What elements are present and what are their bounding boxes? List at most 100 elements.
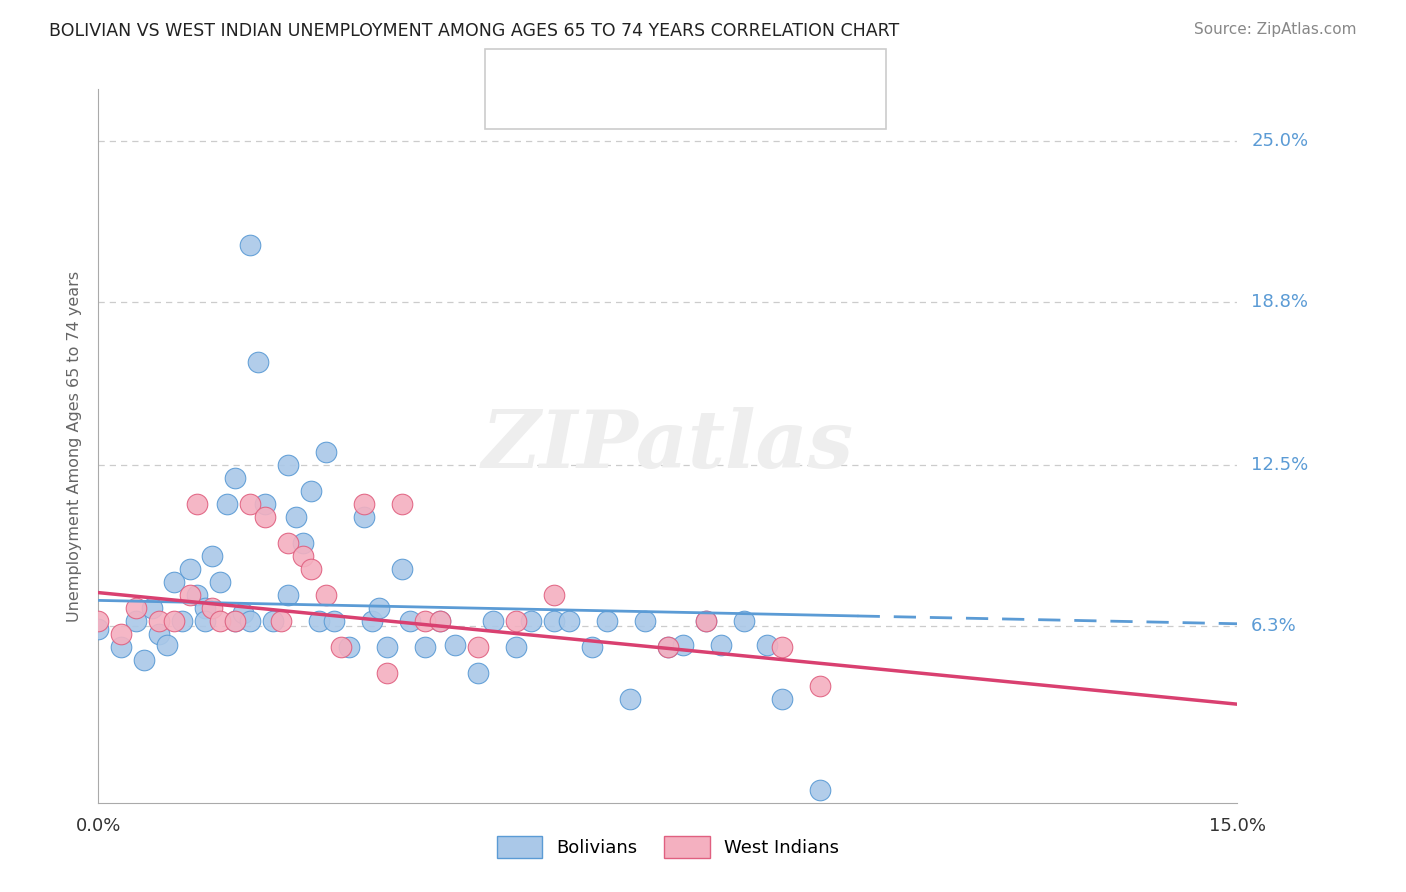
Point [254,497,277,511]
Point [467,640,489,654]
Point [444,638,467,652]
Point [368,601,391,615]
Point [391,562,413,576]
Text: 12.5%: 12.5% [1251,457,1309,475]
Point [87,622,110,636]
Point [224,614,246,628]
Point [413,640,436,654]
Point [596,614,619,628]
Point [634,614,657,628]
Legend: Bolivians, West Indians: Bolivians, West Indians [489,829,846,865]
Point [186,588,208,602]
Point [520,614,543,628]
Point [292,549,315,564]
Text: N =: N = [624,97,672,115]
Point [292,536,315,550]
Point [194,614,217,628]
Point [299,562,322,576]
Text: 25.0%: 25.0% [1251,132,1309,150]
Point [239,238,262,252]
Point [110,640,132,654]
Text: -0.067: -0.067 [567,63,620,81]
Point [543,614,565,628]
Point [270,614,292,628]
Point [87,614,110,628]
Point [148,614,170,628]
Point [619,692,641,706]
Point [170,614,193,628]
Text: BOLIVIAN VS WEST INDIAN UNEMPLOYMENT AMONG AGES 65 TO 74 YEARS CORRELATION CHART: BOLIVIAN VS WEST INDIAN UNEMPLOYMENT AMO… [49,22,900,40]
Point [808,782,831,797]
Point [315,445,337,459]
Point [277,588,299,602]
Point [186,497,208,511]
Point [770,692,793,706]
Point [315,588,337,602]
Point [208,614,231,628]
Point [201,601,224,615]
Point [353,497,375,511]
Point [163,614,186,628]
Point [808,679,831,693]
Point [543,588,565,602]
Point [467,666,489,681]
Point [246,354,269,368]
Text: N =: N = [624,63,672,81]
Point [360,614,382,628]
Point [208,575,231,590]
Point [353,510,375,524]
Text: 18.8%: 18.8% [1251,293,1308,311]
Point [217,497,239,511]
Point [125,601,148,615]
Point [391,497,413,511]
Point [284,510,307,524]
Point [156,638,179,652]
Point [254,510,277,524]
Point [755,638,778,652]
Point [413,614,436,628]
Point [375,666,398,681]
Point [337,640,360,654]
Point [558,614,581,628]
Point [695,614,717,628]
Text: Source: ZipAtlas.com: Source: ZipAtlas.com [1194,22,1357,37]
Text: 30: 30 [673,97,695,115]
Text: ZIPatlas: ZIPatlas [482,408,853,484]
Point [330,640,353,654]
Point [657,640,679,654]
Point [308,614,330,628]
Point [733,614,755,628]
Point [277,536,299,550]
Text: R =: R = [536,63,572,81]
Point [224,471,246,485]
Point [239,614,262,628]
Text: -0.242: -0.242 [567,97,620,115]
Text: 6.3%: 6.3% [1251,617,1296,635]
Point [148,627,170,641]
Text: R =: R = [536,97,572,115]
Point [322,614,344,628]
Point [375,640,398,654]
Point [132,653,155,667]
Point [429,614,451,628]
Point [299,484,322,499]
Point [179,562,201,576]
Y-axis label: Unemployment Among Ages 65 to 74 years: Unemployment Among Ages 65 to 74 years [66,270,82,622]
Point [194,601,217,615]
Point [141,601,163,615]
Point [163,575,186,590]
Point [201,549,224,564]
Point [482,614,505,628]
Point [581,640,603,654]
Point [125,614,148,628]
Point [262,614,284,628]
Text: 60: 60 [673,63,695,81]
Point [505,614,527,628]
Point [770,640,793,654]
Point [110,627,132,641]
Point [224,614,246,628]
Point [277,458,299,473]
Point [657,640,679,654]
Point [672,638,695,652]
Point [505,640,527,654]
